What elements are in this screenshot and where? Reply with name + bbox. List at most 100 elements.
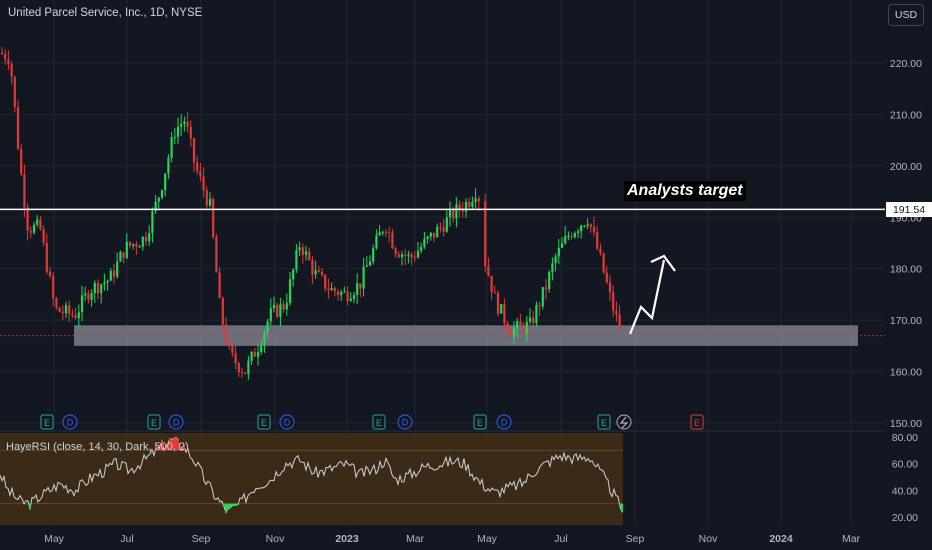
earnings-marker[interactable]: E [40, 414, 54, 430]
candle-body [250, 351, 253, 361]
candle-body [128, 241, 132, 246]
candle-body [164, 173, 167, 191]
candle-body [596, 232, 599, 249]
candle-body [365, 265, 368, 267]
candle-body [93, 282, 96, 294]
candle-body [298, 247, 301, 251]
price-tick-label: 170.00 [890, 315, 922, 327]
event-letter: D [402, 418, 409, 428]
time-tick-label: Mar [842, 533, 861, 545]
candle-body [68, 305, 71, 314]
time-tick-label: Nov [699, 533, 718, 545]
candle-body [285, 302, 288, 310]
candle-body [404, 254, 407, 256]
candle-body [573, 232, 576, 238]
time-tick-label: Sep [626, 533, 645, 545]
rsi-axis[interactable]: 80.00 60.00 40.00 20.00 [892, 432, 918, 524]
candle-body [420, 246, 423, 251]
event-letter: E [601, 418, 607, 428]
event-letter: D [67, 418, 74, 428]
earnings-marker[interactable]: E [597, 414, 611, 430]
candle-body [13, 76, 16, 108]
price-axis[interactable]: 220.00210.00200.00190.00180.00170.00160.… [890, 58, 922, 430]
rsi-band [0, 433, 623, 525]
time-tick-label: May [477, 533, 498, 545]
dividend-marker[interactable]: D [168, 414, 184, 430]
time-tick-label: 2023 [335, 533, 359, 545]
candle-body [340, 291, 343, 296]
price-tick-label: 180.00 [890, 264, 922, 276]
candle-body [461, 209, 464, 212]
candle-body [80, 295, 84, 313]
candle-body [260, 345, 263, 352]
dividend-marker[interactable]: D [62, 414, 78, 430]
candle-body [189, 126, 192, 139]
candle-body [244, 372, 247, 374]
candle-body [224, 324, 228, 343]
candle-body [490, 275, 493, 293]
candle-body [103, 282, 106, 285]
candle-body [196, 162, 199, 171]
candle-body [605, 272, 608, 283]
price-label-text: 191.54 [893, 204, 925, 216]
candle-body [528, 317, 532, 322]
candle-body [138, 246, 141, 248]
candle-body [330, 287, 333, 291]
candle-body [122, 252, 125, 258]
candle-body [493, 292, 496, 294]
candle-body [368, 261, 372, 266]
symbol-title: United Parcel Service, Inc., 1D, NYSE [8, 7, 203, 19]
split-marker[interactable] [616, 414, 632, 430]
candle-body [23, 174, 26, 208]
candle-body [272, 304, 276, 309]
candle-body [612, 292, 615, 311]
rsi-tick-label: 80.00 [892, 432, 918, 444]
candle-body [343, 291, 346, 293]
candle-body [112, 270, 116, 277]
candle-body [16, 107, 20, 149]
candle-body [503, 304, 506, 324]
candle-body [532, 317, 535, 323]
candle-body [551, 263, 554, 273]
candle-body [397, 254, 400, 258]
candle-body [477, 198, 480, 202]
dividend-marker[interactable]: D [279, 414, 295, 430]
time-tick-label: Jul [120, 533, 133, 545]
candle-body [237, 363, 240, 373]
indicator-label[interactable]: HayeRSI (close, 14, 30, Dark, 500, 2) [6, 441, 189, 453]
earnings-marker[interactable]: E [690, 414, 704, 430]
candle-body [87, 293, 90, 300]
event-letter: E [477, 418, 483, 428]
candle-body [90, 293, 93, 300]
dividend-marker[interactable]: D [397, 414, 413, 430]
time-axis[interactable]: May Jul Sep Nov 2023 Mar May Jul Sep Nov 2024 Mar [44, 533, 860, 545]
candle-body [580, 225, 583, 232]
candle-body [583, 225, 586, 227]
candle-body [509, 331, 512, 337]
candle-body [64, 305, 68, 314]
candle-body [151, 211, 154, 233]
candle-body [157, 197, 160, 202]
earnings-marker[interactable]: E [147, 414, 161, 430]
candle-body [215, 237, 218, 273]
earnings-marker[interactable]: E [372, 414, 386, 430]
candle-body [228, 342, 231, 346]
candle-body [356, 283, 359, 296]
candle-body [247, 360, 250, 374]
candle-body [125, 241, 128, 258]
candle-body [336, 291, 340, 296]
candle-body [516, 321, 519, 329]
dividend-marker[interactable]: D [496, 414, 512, 430]
earnings-marker[interactable]: E [473, 414, 487, 430]
earnings-marker[interactable]: E [257, 414, 271, 430]
candle-body [36, 219, 39, 225]
candle-body [288, 279, 292, 303]
candle-body [10, 63, 13, 77]
candle-body [84, 293, 87, 296]
currency-button[interactable]: USD [888, 4, 924, 26]
candle-body [32, 224, 36, 233]
candle-body [413, 257, 416, 259]
price-tick-label: 160.00 [890, 367, 922, 379]
